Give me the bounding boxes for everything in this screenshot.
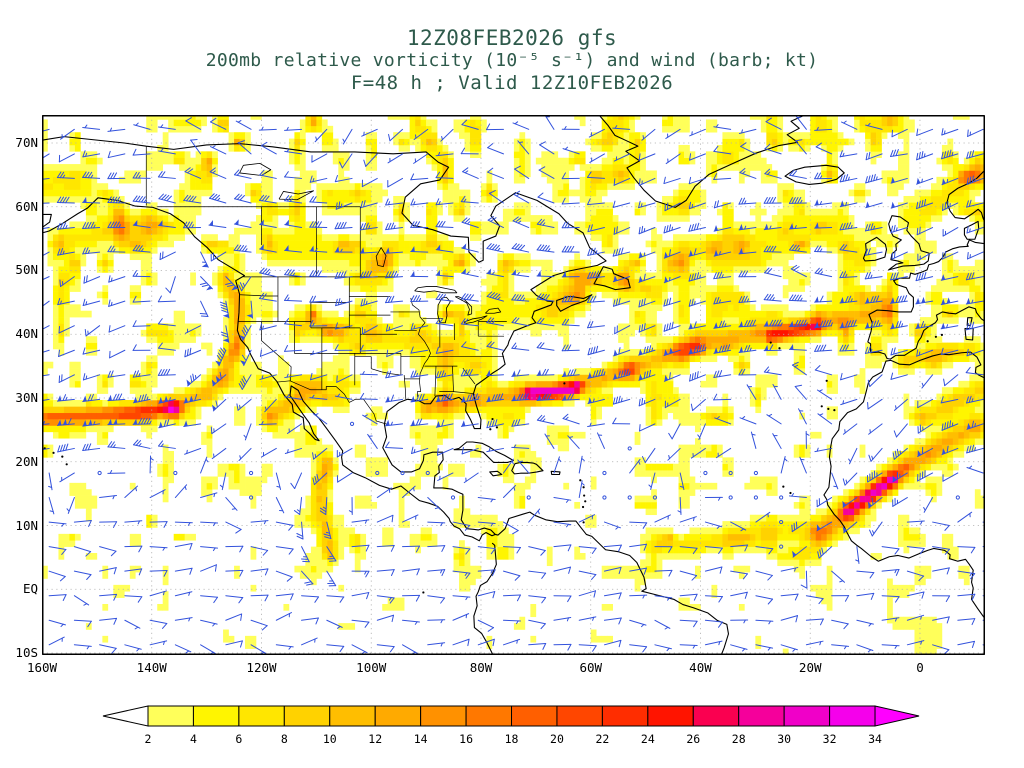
lon-tick-label: 120W bbox=[246, 660, 277, 675]
chart-title-block: 12Z08FEB2026 gfs 200mb relative vorticit… bbox=[0, 26, 1024, 94]
lat-tick-label: 30N bbox=[15, 390, 38, 405]
colorbar-segment bbox=[738, 705, 785, 727]
chart-title-valid-line: F=48 h ; Valid 12Z10FEB2026 bbox=[350, 72, 674, 94]
colorbar-tick-label: 8 bbox=[281, 732, 288, 746]
chart-title-field-line: 200mb relative vorticity (10⁻⁵ s⁻¹) and … bbox=[205, 50, 819, 71]
colorbar-tick-label: 26 bbox=[686, 732, 700, 746]
colorbar-tick-label: 30 bbox=[777, 732, 791, 746]
lon-tick-label: 100W bbox=[356, 660, 387, 675]
colorbar-tick-label: 10 bbox=[323, 732, 337, 746]
colorbar-tick-label: 22 bbox=[595, 732, 609, 746]
colorbar-segment bbox=[601, 705, 649, 727]
colorbar-tick-label: 12 bbox=[368, 732, 382, 746]
lat-tick-label: 10N bbox=[15, 517, 38, 533]
colorbar-segment bbox=[147, 705, 194, 727]
colorbar: 2 4 6 8 10 12 14 16 18 20 22 24 26 28 30 32 34 bbox=[102, 705, 920, 746]
lat-tick-label: 50N bbox=[15, 262, 38, 278]
colorbar-segment bbox=[692, 705, 740, 727]
chart-title-init-line: 12Z08FEB2026 gfs bbox=[406, 26, 618, 50]
colorbar-segment bbox=[420, 705, 467, 727]
colorbar-segment bbox=[192, 705, 240, 727]
colorbar-tick-label: 18 bbox=[505, 732, 519, 746]
lon-tick-label: 20W bbox=[798, 660, 822, 675]
colorbar-segment bbox=[329, 705, 376, 727]
colorbar-segment bbox=[465, 705, 513, 727]
colorbar-segment bbox=[374, 705, 422, 727]
colorbar-under-arrow bbox=[102, 705, 149, 727]
colorbar-segment bbox=[647, 705, 694, 727]
colorbar-tick-label: 6 bbox=[235, 732, 242, 746]
lon-tick-label: 0 bbox=[916, 660, 924, 675]
lat-tick-label: 10S bbox=[15, 645, 38, 661]
colorbar-tick-label: 28 bbox=[732, 732, 746, 746]
colorbar-segment bbox=[238, 705, 285, 727]
lat-tick-label: 60N bbox=[15, 198, 38, 214]
colorbar-tick-label: 14 bbox=[414, 732, 428, 746]
lat-tick-label: EQ bbox=[22, 581, 38, 597]
colorbar-tick-label: 32 bbox=[823, 732, 837, 746]
colorbar-segment bbox=[783, 705, 831, 727]
colorbar-segment bbox=[511, 705, 558, 727]
colorbar-tick-label: 20 bbox=[550, 732, 564, 746]
colorbar-tick-label: 2 bbox=[145, 732, 152, 746]
colorbar-tick-label: 16 bbox=[459, 732, 473, 746]
colorbar-segment bbox=[283, 705, 331, 727]
map-canvas bbox=[42, 115, 985, 655]
lat-tick-label: 20N bbox=[15, 453, 38, 469]
lon-tick-label: 140W bbox=[136, 660, 167, 675]
colorbar-segment bbox=[829, 705, 876, 727]
lon-tick-label: 40W bbox=[689, 660, 712, 675]
colorbar-tick-label: 34 bbox=[868, 732, 882, 746]
colorbar-segment bbox=[556, 705, 603, 727]
colorbar-tick-label: 24 bbox=[641, 732, 655, 746]
colorbar-tick-label: 4 bbox=[190, 732, 197, 746]
lat-tick-label: 70N bbox=[15, 134, 38, 150]
lat-tick-label: 40N bbox=[15, 326, 38, 342]
lon-tick-label: 80W bbox=[469, 660, 493, 675]
colorbar-over-arrow bbox=[874, 705, 920, 727]
lon-tick-label: 60W bbox=[579, 660, 603, 675]
lon-tick-label: 160W bbox=[26, 660, 58, 675]
